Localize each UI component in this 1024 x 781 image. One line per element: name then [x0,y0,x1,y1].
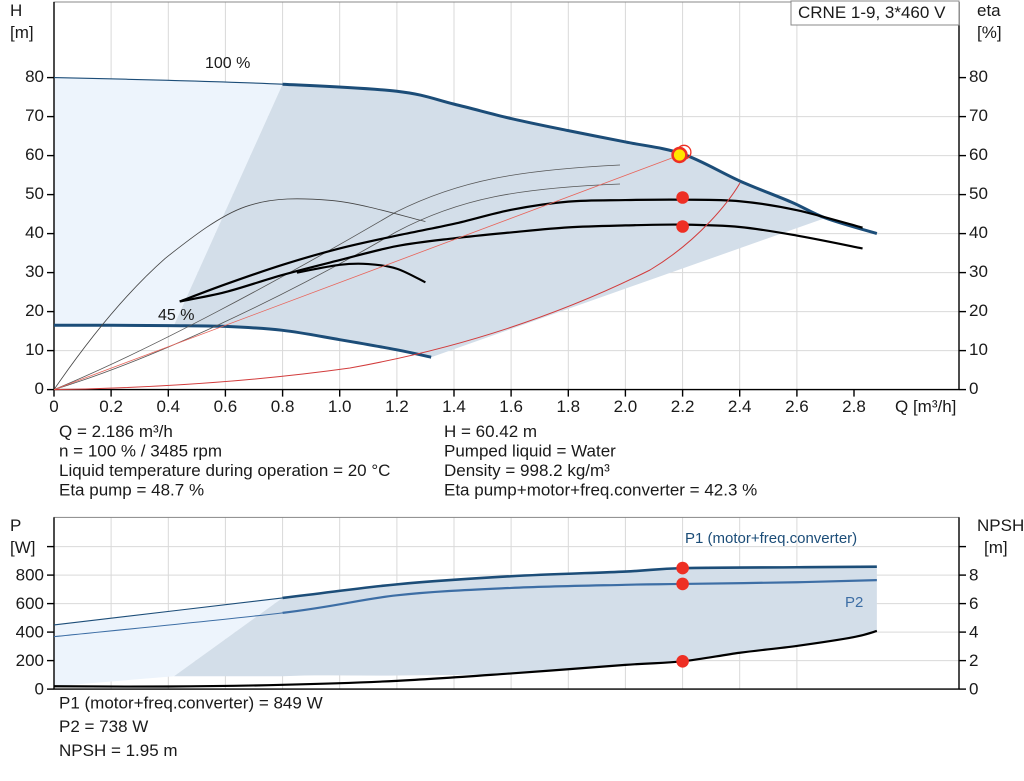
svg-text:P1 (motor+freq.converter) = 84: P1 (motor+freq.converter) = 849 W [59,694,323,713]
svg-text:800: 800 [16,566,44,585]
svg-text:0: 0 [969,680,978,699]
svg-text:8: 8 [969,566,978,585]
svg-text:0: 0 [35,680,44,699]
svg-text:NPSH = 1.95 m: NPSH = 1.95 m [59,741,178,760]
svg-text:[W]: [W] [10,538,36,557]
svg-text:NPSH: NPSH [977,516,1024,535]
svg-text:P2: P2 [845,594,863,611]
svg-text:P1 (motor+freq.converter): P1 (motor+freq.converter) [685,530,857,547]
svg-text:P: P [10,516,21,535]
svg-text:6: 6 [969,594,978,613]
svg-text:P2 = 738 W: P2 = 738 W [59,717,148,736]
svg-text:400: 400 [16,623,44,642]
svg-text:[m]: [m] [984,538,1008,557]
svg-text:2: 2 [969,651,978,670]
svg-text:200: 200 [16,651,44,670]
svg-text:4: 4 [969,623,978,642]
svg-text:600: 600 [16,594,44,613]
